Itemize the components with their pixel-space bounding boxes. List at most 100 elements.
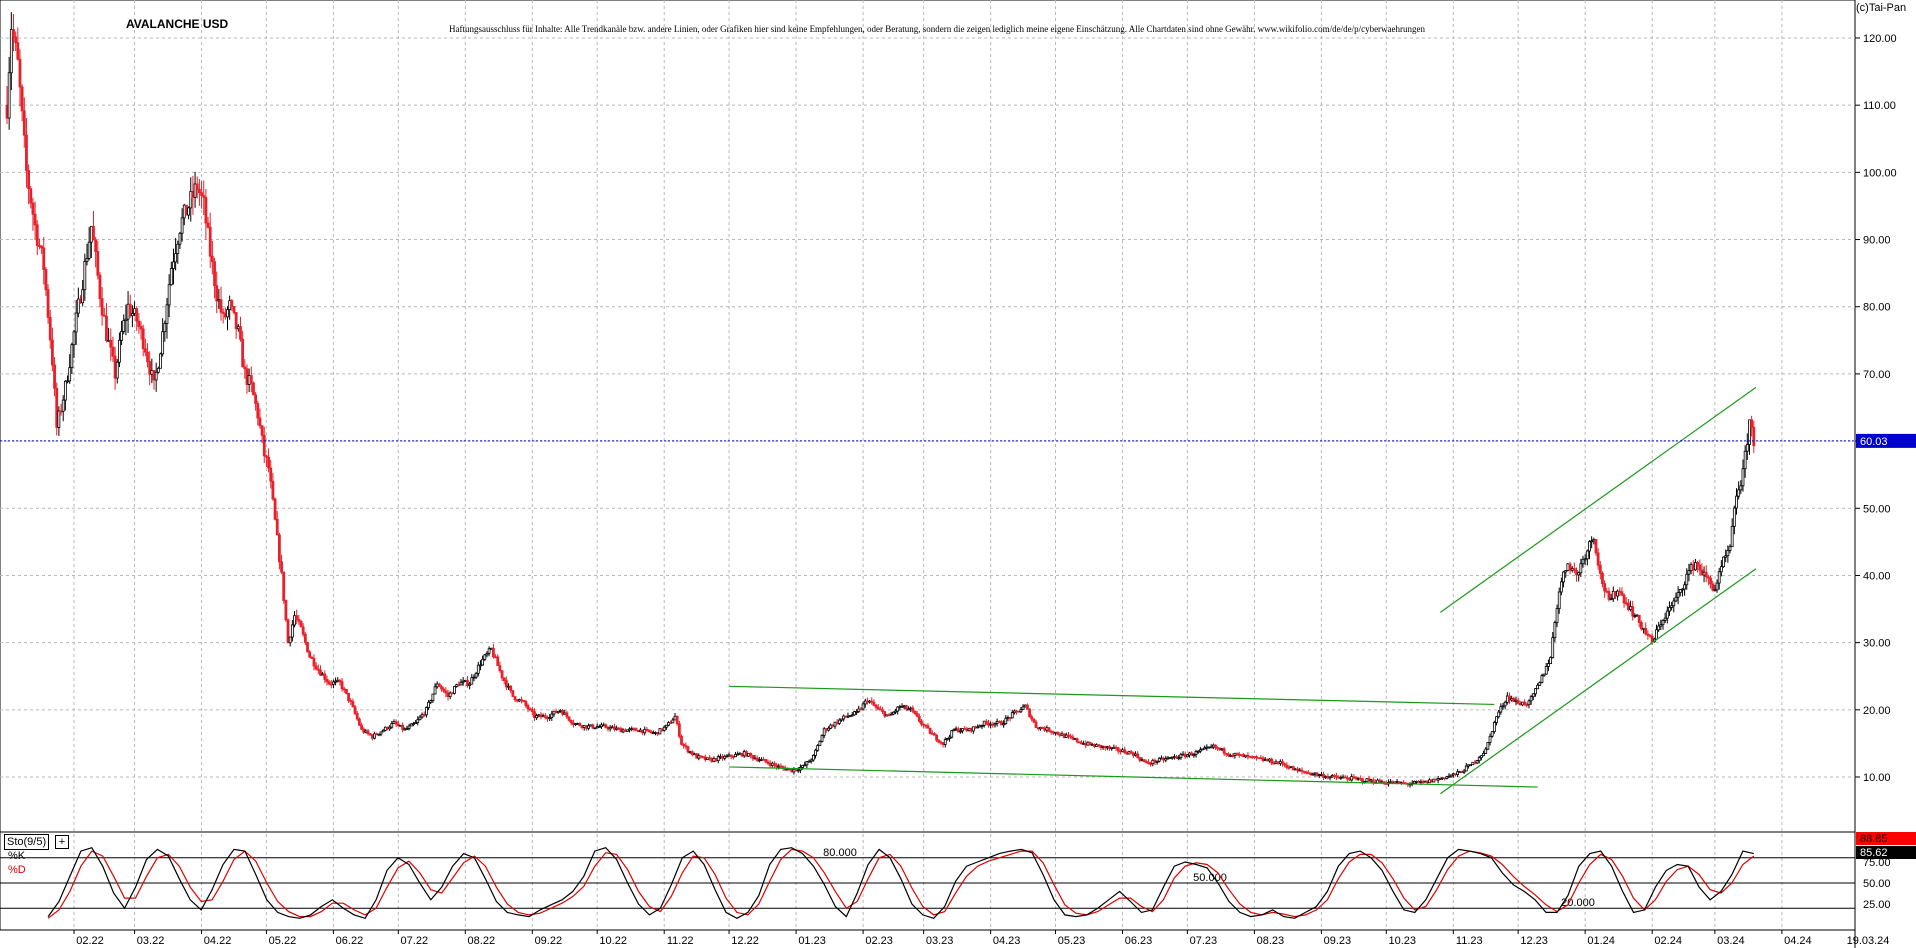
candle-body (1361, 778, 1364, 782)
candle-body (1689, 564, 1693, 571)
candle-down (677, 720, 681, 739)
stochastic-k-line (47, 846, 1754, 920)
candle-up (290, 620, 294, 642)
candle-body (1542, 673, 1546, 677)
candle-body (550, 713, 554, 719)
candle-body (1441, 777, 1444, 780)
candle-body (457, 684, 461, 687)
candle-body (303, 633, 307, 643)
candle-body (1633, 615, 1637, 618)
candle-down (442, 686, 446, 693)
candle-up (1732, 505, 1736, 535)
candle-body (1207, 746, 1211, 749)
candle-down (870, 697, 874, 705)
candle-body (755, 757, 759, 761)
candle-body (1075, 738, 1079, 743)
candle-body (1663, 617, 1667, 621)
candle-body (1103, 745, 1107, 749)
candle-up (416, 716, 420, 726)
candle-body (55, 387, 59, 428)
candle-body (1534, 688, 1537, 695)
candle-down (935, 733, 939, 743)
candle-body (565, 712, 569, 718)
candle-down (35, 220, 39, 256)
candle-body (368, 733, 372, 736)
candle-up (1477, 755, 1481, 764)
candle-down (1296, 766, 1300, 774)
candle-down (1129, 749, 1133, 754)
candle-body (213, 261, 216, 287)
x-tick-label: 12.23 (1520, 935, 1548, 947)
candle-body (1732, 507, 1736, 527)
candle-up (409, 723, 413, 727)
candle-down (219, 286, 223, 321)
candle-down (232, 306, 236, 315)
candle-up (425, 706, 428, 718)
y-tick-label: 30.00 (1863, 638, 1891, 650)
candle-body (1203, 747, 1207, 750)
candle-body (1501, 705, 1505, 708)
candle-down (31, 197, 35, 231)
candle-body (669, 722, 673, 724)
candle-up (1668, 601, 1671, 616)
candle-body (431, 693, 435, 702)
candle-body (824, 728, 828, 731)
candle-up (1616, 589, 1619, 601)
candle-body (323, 673, 327, 680)
candle-body (57, 410, 61, 428)
candle-up (980, 724, 984, 730)
candle-body (109, 339, 113, 348)
candle-body (535, 715, 539, 719)
candle-up (1735, 488, 1738, 515)
candle-body (902, 705, 906, 707)
candle-body (731, 756, 735, 758)
candle-up (1488, 733, 1492, 746)
candle-up (407, 723, 411, 731)
candle-down (1270, 757, 1274, 766)
candle-up (485, 651, 489, 658)
candle-body (1328, 776, 1332, 779)
candle-up (1681, 588, 1684, 597)
candle-down (1315, 772, 1319, 777)
candle-up (178, 231, 182, 249)
candle-body (252, 382, 255, 396)
expand-indicator-icon[interactable]: + (55, 835, 69, 849)
candle-body (677, 723, 681, 737)
candle-body (883, 711, 887, 717)
candle-up (381, 728, 385, 733)
candle-body (751, 755, 755, 759)
candle-body (1503, 701, 1507, 707)
candle-down (269, 460, 273, 489)
candle-body (943, 739, 947, 745)
candle-body (623, 729, 627, 732)
candle-body (1320, 774, 1323, 776)
candle-up (803, 761, 807, 767)
candle-down (920, 718, 923, 727)
candle-body (1017, 710, 1021, 713)
candle-down (872, 699, 876, 707)
candle-body (191, 190, 195, 198)
candle-body (20, 86, 24, 112)
candle-down (1227, 752, 1230, 758)
candle-body (44, 269, 48, 291)
candle-body (1467, 764, 1470, 767)
candle-body (256, 403, 260, 419)
candle-body (1726, 549, 1730, 557)
candle-body (474, 672, 478, 678)
candle-body (500, 670, 504, 679)
candle-body (124, 318, 128, 321)
x-tick-label: 06.23 (1125, 935, 1153, 947)
candle-body (1367, 778, 1371, 782)
candle-body (139, 326, 143, 330)
candle-body (1114, 746, 1118, 749)
candle-down (366, 729, 370, 736)
candle-body (70, 344, 74, 369)
candle-body (1259, 757, 1263, 760)
d-value-badge (1856, 846, 1916, 859)
candle-body (868, 700, 871, 703)
candle-body (1097, 744, 1101, 747)
candle-body (414, 722, 417, 725)
candle-body (1469, 764, 1472, 767)
x-tick-label: 03.23 (926, 935, 954, 947)
stochastic-indicator-label[interactable]: Sto(9/5) (4, 834, 50, 850)
